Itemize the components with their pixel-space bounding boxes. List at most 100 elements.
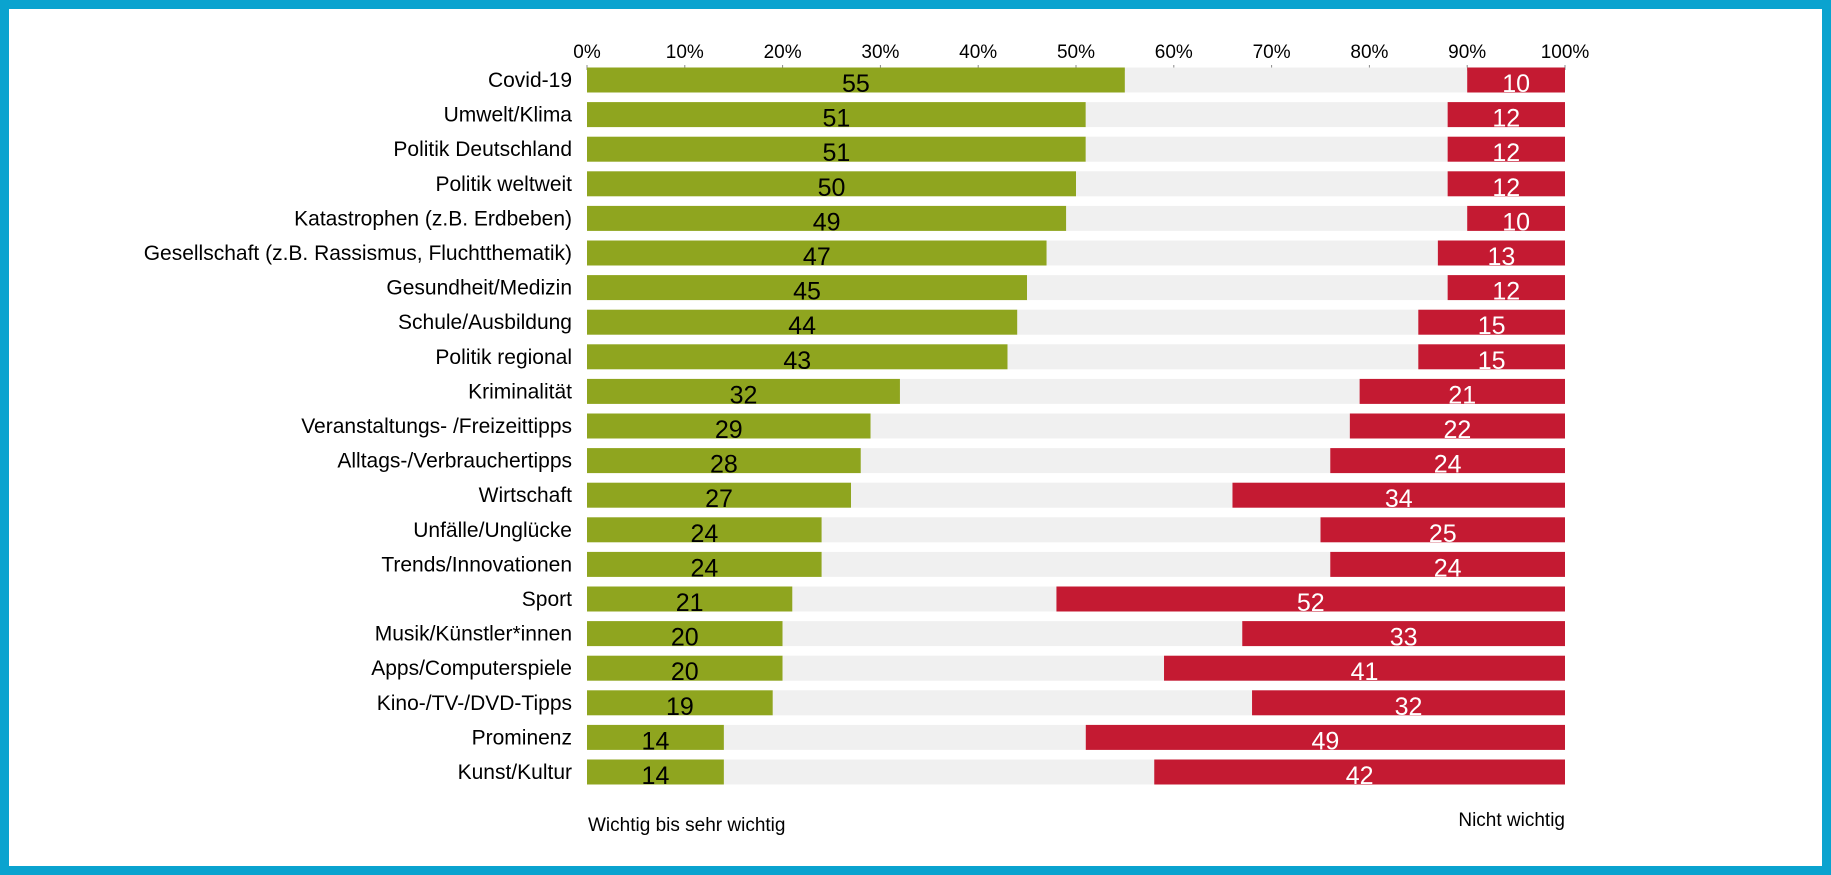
bar-segment-neutral [899, 378, 1360, 404]
category-label: Politik regional [435, 346, 572, 369]
bar-segment-neutral [782, 621, 1243, 647]
x-tick-label: 50% [1057, 42, 1095, 63]
x-tick-label: 30% [861, 42, 899, 63]
data-label: 50 [818, 174, 846, 202]
bar-segment-important [587, 309, 1018, 335]
bar-segment-not-important [1330, 551, 1565, 577]
bar-row: Schule/Ausbildung 44 15 [398, 309, 1565, 340]
category-label: Unfälle/Unglücke [413, 519, 572, 542]
data-label: 12 [1492, 174, 1520, 202]
bar-row: Katastrophen (z.B. Erdbeben) 49 10 [294, 205, 1565, 236]
data-label: 19 [666, 693, 694, 721]
bar-row: Apps/Computerspiele 20 41 [371, 655, 1565, 686]
bar-segment-not-important [1320, 517, 1565, 543]
bar-segment-important [587, 621, 783, 647]
bar-segment-important [587, 655, 783, 681]
bar-row: Gesundheit/Medizin 45 12 [386, 275, 1565, 306]
data-label: 14 [642, 762, 670, 790]
bar-segment-important [587, 517, 822, 543]
bar-segment-important [587, 759, 724, 785]
x-tick-label: 80% [1350, 42, 1388, 63]
x-tick-label: 60% [1155, 42, 1193, 63]
bar-segment-neutral [1085, 136, 1448, 162]
data-label: 49 [1311, 727, 1339, 755]
bars: Covid-19 55 10 Umwelt/Klima 51 12 Politik Deut… [144, 67, 1565, 790]
bar-segment-important [587, 171, 1076, 197]
bar-row: Politik Deutschland 51 12 [393, 136, 1565, 167]
bar-row: Kunst/Kultur 14 42 [458, 759, 1565, 790]
bar-segment-not-important [1232, 482, 1565, 508]
bar-row: Prominenz 14 49 [472, 724, 1565, 755]
category-label: Prominenz [472, 726, 572, 749]
bar-segment-important [587, 413, 871, 439]
bar-segment-important [587, 344, 1008, 370]
data-label: 32 [730, 381, 758, 409]
bar-segment-not-important [1447, 171, 1565, 197]
data-label: 22 [1444, 416, 1472, 444]
bar-segment-neutral [1017, 309, 1419, 335]
bar-segment-not-important [1467, 205, 1565, 231]
bar-segment-neutral [860, 448, 1331, 474]
data-label: 51 [822, 139, 850, 167]
data-label: 52 [1297, 589, 1325, 617]
data-label: 24 [1434, 554, 1462, 582]
bar-row: Veranstaltungs- /Freizeittipps 29 22 [301, 413, 1565, 444]
x-tick-label: 20% [764, 42, 802, 63]
bar-segment-important [587, 102, 1086, 128]
bar-row: Covid-19 55 10 [488, 67, 1565, 98]
data-label: 12 [1492, 105, 1520, 133]
bar-segment-not-important [1447, 136, 1565, 162]
data-label: 45 [793, 278, 821, 306]
x-tick-label: 70% [1253, 42, 1291, 63]
bar-segment-neutral [782, 655, 1165, 681]
data-label: 14 [642, 727, 670, 755]
bar-row: Unfälle/Unglücke 24 25 [413, 517, 1565, 548]
category-label: Musik/Künstler*innen [375, 623, 572, 646]
bar-row: Umwelt/Klima 51 12 [444, 102, 1565, 133]
bar-segment-neutral [870, 413, 1350, 439]
bar-segment-not-important [1154, 759, 1565, 785]
bar-segment-not-important [1467, 67, 1565, 93]
bar-segment-neutral [1066, 205, 1468, 231]
bar-row: Kino-/TV-/DVD-Tipps 19 32 [377, 690, 1565, 721]
bar-segment-not-important [1418, 309, 1565, 335]
data-label: 24 [690, 520, 718, 548]
bar-segment-neutral [792, 586, 1057, 612]
bar-segment-not-important [1418, 344, 1565, 370]
bar-row: Politik weltweit 50 12 [435, 171, 1565, 202]
data-label: 15 [1478, 347, 1506, 375]
data-label: 51 [822, 105, 850, 133]
bar-segment-neutral [1027, 275, 1448, 301]
data-label: 29 [715, 416, 743, 444]
data-label: 27 [705, 485, 733, 513]
bar-segment-neutral [1046, 240, 1438, 266]
bar-segment-important [587, 378, 900, 404]
data-label: 20 [671, 624, 699, 652]
data-label: 43 [783, 347, 811, 375]
data-label: 49 [813, 208, 841, 236]
bar-segment-neutral [772, 690, 1253, 716]
data-label: 47 [803, 243, 831, 271]
category-label: Gesundheit/Medizin [386, 277, 572, 300]
bar-row: Politik regional 43 15 [435, 344, 1565, 375]
bar-segment-not-important [1447, 102, 1565, 128]
bar-segment-neutral [821, 551, 1331, 577]
legend: Wichtig bis sehr wichtig Nicht wichtig [588, 810, 1565, 836]
category-label: Umwelt/Klima [444, 104, 573, 127]
category-label: Politik Deutschland [393, 138, 572, 161]
category-label: Apps/Computerspiele [371, 657, 572, 680]
bar-row: Wirtschaft 27 34 [479, 482, 1565, 513]
bar-segment-important [587, 275, 1028, 301]
data-label: 24 [690, 554, 718, 582]
data-label: 13 [1488, 243, 1516, 271]
data-label: 12 [1492, 278, 1520, 306]
bar-segment-important [587, 690, 773, 716]
bar-segment-important [587, 551, 822, 577]
data-label: 41 [1351, 658, 1379, 686]
category-label: Sport [522, 588, 572, 611]
data-label: 10 [1502, 70, 1530, 98]
bar-row: Musik/Künstler*innen 20 33 [375, 621, 1565, 652]
bar-segment-neutral [723, 759, 1155, 785]
data-label: 21 [1448, 381, 1476, 409]
